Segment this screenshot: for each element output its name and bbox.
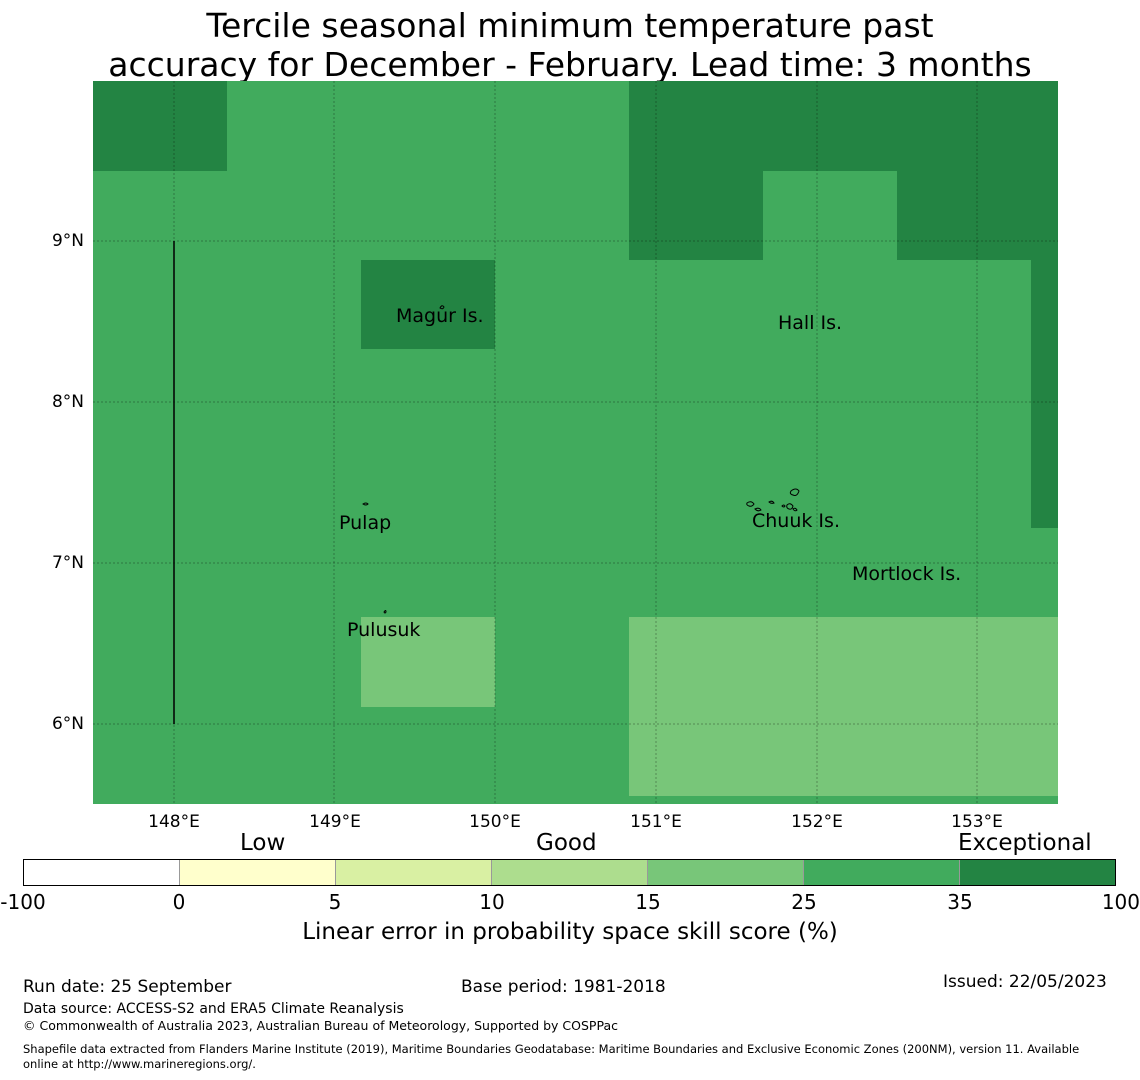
title-line-2: accuracy for December - February. Lead t… [108,45,1032,84]
lat-tick-label: 6°N [51,714,84,734]
place-label-hall: Hall Is. [778,312,843,334]
lon-tick-label: 150°E [469,812,521,832]
map-cell-exceptional [629,171,763,260]
lon-tick-label: 148°E [148,812,200,832]
lat-tick-label: 9°N [51,231,84,251]
lat-tick-label: 8°N [51,392,84,412]
map-cell-exceptional [629,81,1058,171]
place-label-mortlock: Mortlock Is. [852,563,962,585]
lon-tick-label: 152°E [791,812,843,832]
lon-tick-label: 153°E [951,812,1003,832]
copyright: © Commonwealth of Australia 2023, Austra… [23,1018,618,1033]
colorbar-tick-label: 100 [1101,890,1140,914]
lon-tick-label: 151°E [630,812,682,832]
colorbar-tick-label: 5 [328,890,342,914]
colorbar-tick-label: 35 [947,890,973,914]
colorbar-segment [492,860,648,885]
shapefile-credit-2: online at http://www.marineregions.org/. [23,1057,256,1071]
place-label-pulusuk: Pulusuk [347,619,421,641]
colorbar-label: Linear error in probability space skill … [302,919,838,945]
colorbar-tick-label: 0 [172,890,186,914]
place-label-magur: Magur Is. [396,305,484,327]
lat-tick-label: 7°N [51,553,84,573]
shapefile-credit-1: Shapefile data extracted from Flanders M… [23,1042,1080,1056]
map-cell-exceptional [361,260,495,349]
graticule [93,81,1058,804]
base-period: Base period: 1981-2018 [461,977,666,997]
run-date: Run date: 25 September [23,977,232,997]
colorbar-segment [180,860,336,885]
map-cell-exceptional [1031,260,1058,528]
colorbar-segment [960,860,1115,885]
place-label-chuuk: Chuuk Is. [752,510,840,532]
title-line-1: Tercile seasonal minimum temperature pas… [206,6,934,45]
map-cell-exceptional [93,81,227,171]
skill-map: Magur Is. Hall Is. Pulap Chuuk Is. Mortl… [93,81,1058,804]
colorbar-segment [804,860,960,885]
colorbar-category-exceptional: Exceptional [958,830,1092,856]
colorbar-category-good: Good [536,830,597,856]
map-cell-good [629,617,1058,796]
map-cell-good [361,617,495,707]
colorbar [23,859,1116,886]
issued-date: Issued: 22/05/2023 [943,972,1107,992]
colorbar-tick-label: 15 [635,890,661,914]
colorbar-category-low: Low [240,830,286,856]
colorbar-segment [24,860,180,885]
colorbar-tick-label: 25 [791,890,817,914]
colorbar-tick-label: -100 [0,890,46,914]
island-outlines [362,305,800,614]
map-overlay [93,81,1058,804]
map-cell-exceptional [897,171,1058,260]
data-source: Data source: ACCESS-S2 and ERA5 Climate … [23,1001,404,1017]
place-label-pulap: Pulap [339,512,392,534]
chart-title: Tercile seasonal minimum temperature pas… [0,6,1140,84]
colorbar-segment [648,860,804,885]
lon-tick-label: 149°E [309,812,361,832]
colorbar-segment [336,860,492,885]
colorbar-tick-label: 10 [479,890,505,914]
